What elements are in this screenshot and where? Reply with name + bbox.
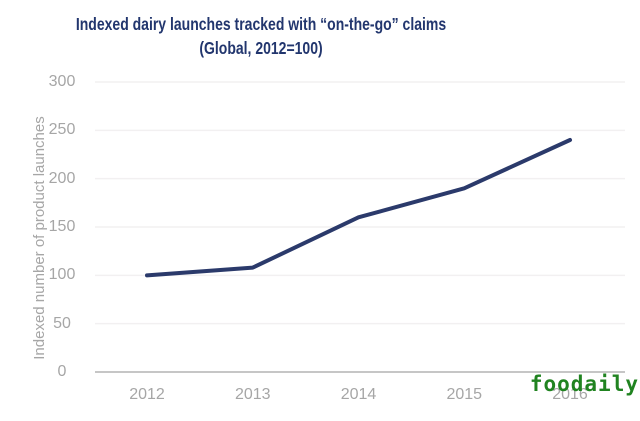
y-tick-label: 250 [48,121,76,139]
x-tick-label: 2012 [129,386,165,403]
chart-subtitle: (Global, 2012=100) [199,38,323,58]
y-tick-label: 0 [57,363,67,380]
x-tick-label: 2015 [446,386,483,403]
y-tick-label: 200 [48,169,76,187]
x-tick-label: 2016 [552,386,588,403]
y-tick-label: 150 [48,218,76,235]
y-tick-label: 100 [48,266,76,284]
data-series-line [145,138,572,278]
chart-title-block: Indexed dairy launches tracked with “on-… [53,12,469,60]
y-tick-label: 50 [53,314,71,332]
chart-title: Indexed dairy launches tracked with “on-… [75,14,447,34]
x-tick-label: 2013 [234,386,271,403]
y-tick-label: 300 [48,73,76,90]
watermark-foodaily: foodaily [529,372,639,396]
x-tick-label: 2014 [340,386,377,403]
